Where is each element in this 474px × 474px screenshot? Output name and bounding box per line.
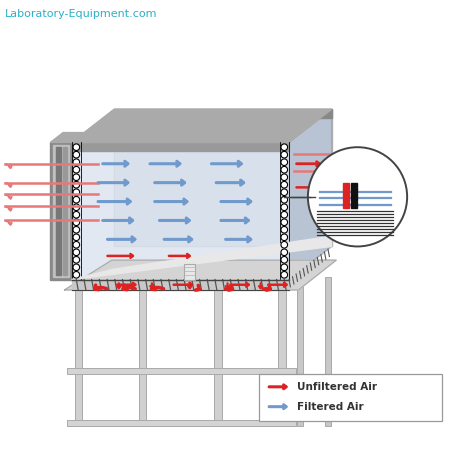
Polygon shape (72, 143, 289, 151)
Circle shape (73, 182, 80, 188)
Polygon shape (114, 109, 331, 118)
Polygon shape (50, 143, 72, 280)
Text: Unfiltered Air: Unfiltered Air (298, 382, 377, 392)
Circle shape (73, 144, 80, 151)
Polygon shape (72, 280, 289, 290)
Polygon shape (67, 368, 296, 374)
Text: Filtered Air: Filtered Air (298, 401, 364, 411)
Circle shape (73, 256, 80, 263)
Polygon shape (72, 109, 331, 143)
Polygon shape (72, 236, 331, 280)
Circle shape (73, 204, 80, 210)
Circle shape (281, 249, 288, 255)
Circle shape (281, 256, 288, 263)
Circle shape (281, 166, 288, 173)
Polygon shape (114, 109, 331, 246)
Circle shape (281, 211, 288, 218)
Circle shape (281, 159, 288, 165)
Polygon shape (63, 147, 67, 275)
Circle shape (73, 211, 80, 218)
Circle shape (73, 227, 80, 233)
Text: Laboratory-Equipment.com: Laboratory-Equipment.com (4, 9, 157, 19)
Polygon shape (72, 109, 331, 143)
Circle shape (73, 219, 80, 226)
Circle shape (73, 241, 80, 248)
Circle shape (281, 182, 288, 188)
Circle shape (281, 144, 288, 151)
Circle shape (73, 166, 80, 173)
Bar (139, 290, 146, 426)
Circle shape (281, 234, 288, 241)
Bar (214, 372, 222, 426)
Bar (75, 372, 82, 426)
Circle shape (281, 174, 288, 181)
Bar (139, 372, 146, 426)
Bar (184, 264, 195, 280)
Circle shape (281, 151, 288, 158)
Polygon shape (50, 133, 84, 143)
Bar (278, 372, 286, 426)
Circle shape (281, 204, 288, 210)
Polygon shape (56, 147, 61, 275)
Bar (278, 290, 286, 426)
Circle shape (73, 151, 80, 158)
Polygon shape (64, 260, 336, 290)
Circle shape (281, 272, 288, 278)
Circle shape (73, 264, 80, 271)
Circle shape (281, 227, 288, 233)
Circle shape (73, 249, 80, 255)
Circle shape (281, 189, 288, 196)
Polygon shape (72, 143, 289, 280)
Circle shape (73, 272, 80, 278)
Polygon shape (289, 109, 331, 280)
Circle shape (73, 174, 80, 181)
Bar (297, 277, 303, 426)
Bar (214, 290, 222, 426)
FancyBboxPatch shape (259, 374, 442, 421)
Circle shape (73, 196, 80, 203)
Polygon shape (53, 145, 69, 277)
Circle shape (281, 241, 288, 248)
Circle shape (281, 264, 288, 271)
Circle shape (308, 147, 407, 246)
Circle shape (73, 189, 80, 196)
Polygon shape (67, 420, 296, 426)
Circle shape (73, 159, 80, 165)
Bar (325, 277, 331, 426)
Circle shape (73, 234, 80, 241)
Circle shape (281, 196, 288, 203)
Circle shape (281, 219, 288, 226)
Bar (75, 290, 82, 426)
